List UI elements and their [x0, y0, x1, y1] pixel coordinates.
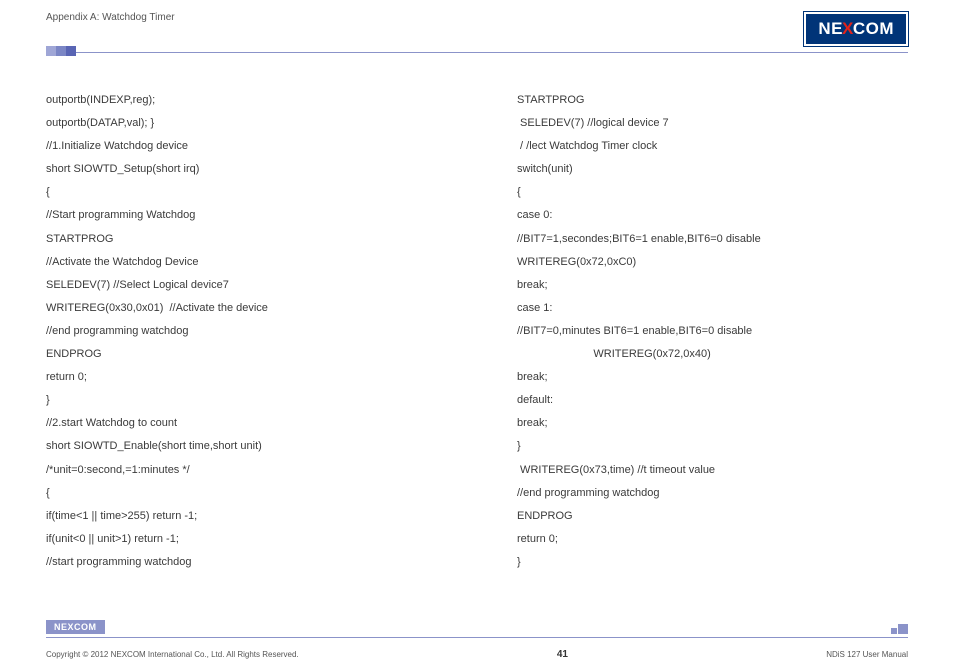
square-icon [891, 628, 897, 634]
code-line: WRITEREG(0x72,0xC0) [517, 251, 908, 274]
code-line: break; [517, 412, 908, 435]
code-column-right: STARTPROG SELEDEV(7) //logical device 7 … [517, 89, 908, 574]
code-line: break; [517, 366, 908, 389]
square-icon [46, 46, 56, 56]
page-footer: Copyright © 2012 NEXCOM International Co… [46, 649, 908, 660]
code-line: //BIT7=0,minutes BIT6=1 enable,BIT6=0 di… [517, 320, 908, 343]
manual-name: NDiS 127 User Manual [826, 650, 908, 659]
code-line: } [46, 389, 437, 412]
code-line: / /lect Watchdog Timer clock [517, 135, 908, 158]
square-icon [66, 46, 76, 56]
code-line: ENDPROG [46, 343, 437, 366]
code-line: { [517, 181, 908, 204]
code-line: SELEDEV(7) //Select Logical device7 [46, 274, 437, 297]
code-line: /*unit=0:second,=1:minutes */ [46, 459, 437, 482]
code-line: //end programming watchdog [46, 320, 437, 343]
code-line: short SIOWTD_Enable(short time,short uni… [46, 435, 437, 458]
footer-squares [891, 628, 908, 634]
code-line: STARTPROG [517, 89, 908, 112]
code-line: if(time<1 || time>255) return -1; [46, 505, 437, 528]
nexcom-logo: NEXCOM [804, 12, 908, 46]
code-column-left: outportb(INDEXP,reg);outportb(DATAP,val)… [46, 89, 437, 574]
square-icon [898, 624, 908, 634]
code-line: if(unit<0 || unit>1) return -1; [46, 528, 437, 551]
footer-logo-left: NE [54, 622, 68, 632]
code-line: outportb(DATAP,val); } [46, 112, 437, 135]
code-line: return 0; [46, 366, 437, 389]
code-line: //2.start Watchdog to count [46, 412, 437, 435]
code-line: WRITEREG(0x73,time) //t timeout value [517, 459, 908, 482]
code-line: { [46, 482, 437, 505]
appendix-title: Appendix A: Watchdog Timer [46, 12, 175, 23]
code-line: //start programming watchdog [46, 551, 437, 574]
code-line: case 1: [517, 297, 908, 320]
code-line: break; [517, 274, 908, 297]
footer-rule [46, 637, 908, 638]
code-line: WRITEREG(0x30,0x01) //Activate the devic… [46, 297, 437, 320]
code-line: //Start programming Watchdog [46, 204, 437, 227]
code-line: outportb(INDEXP,reg); [46, 89, 437, 112]
code-line: //end programming watchdog [517, 482, 908, 505]
code-line: //1.Initialize Watchdog device [46, 135, 437, 158]
page-content: outportb(INDEXP,reg);outportb(DATAP,val)… [0, 53, 954, 574]
footer-logo: NEXCOM [46, 620, 105, 634]
code-line: WRITEREG(0x72,0x40) [517, 343, 908, 366]
decorative-squares [46, 46, 76, 56]
logo-left: NE [818, 19, 843, 39]
logo-right: COM [853, 19, 894, 39]
code-line: switch(unit) [517, 158, 908, 181]
code-line: case 0: [517, 204, 908, 227]
code-line: return 0; [517, 528, 908, 551]
copyright-text: Copyright © 2012 NEXCOM International Co… [46, 650, 299, 659]
code-line: //BIT7=1,secondes;BIT6=1 enable,BIT6=0 d… [517, 228, 908, 251]
page-header: Appendix A: Watchdog Timer NEXCOM [0, 0, 954, 46]
code-line: STARTPROG [46, 228, 437, 251]
code-line: { [46, 181, 437, 204]
code-line: //Activate the Watchdog Device [46, 251, 437, 274]
code-line: ENDPROG [517, 505, 908, 528]
code-line: default: [517, 389, 908, 412]
footer-logo-right: COM [74, 622, 97, 632]
code-line: SELEDEV(7) //logical device 7 [517, 112, 908, 135]
code-line: short SIOWTD_Setup(short irq) [46, 158, 437, 181]
code-line: } [517, 435, 908, 458]
page-number: 41 [557, 649, 568, 660]
square-icon [56, 46, 66, 56]
code-line: } [517, 551, 908, 574]
